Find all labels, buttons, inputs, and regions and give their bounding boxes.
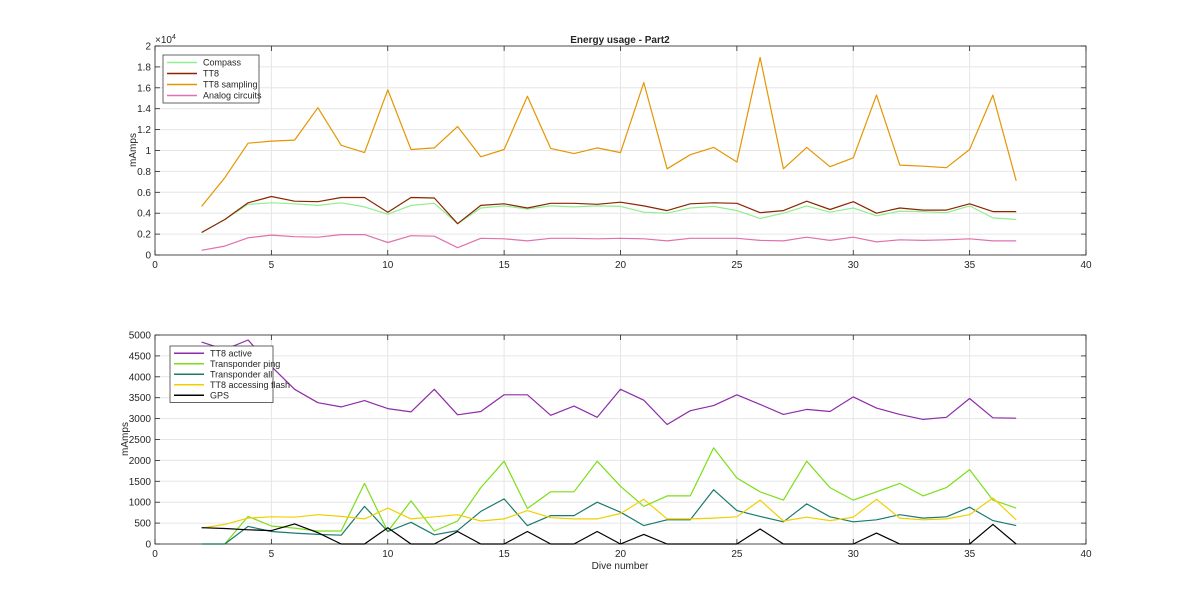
series-line-transponder-ping	[201, 447, 1017, 545]
top-y-exponent: ×104	[155, 34, 176, 46]
x-tick-label: 15	[499, 260, 511, 271]
legend-entry: TT8 accessing flash	[210, 380, 290, 390]
x-tick-label: 5	[269, 549, 275, 560]
y-tick-label: 0.2	[137, 230, 151, 241]
x-tick-label: 10	[382, 549, 394, 560]
series-line-tt8	[201, 195, 1017, 234]
x-tick-label: 40	[1080, 260, 1092, 271]
x-tick-label: 20	[615, 549, 627, 560]
y-tick-label: 1	[145, 146, 151, 157]
bottom-x-axis-label: Dive number	[592, 561, 649, 572]
legend-entry: Compass	[203, 58, 242, 68]
series-line-compass	[201, 202, 1017, 234]
y-tick-label: 4500	[129, 351, 152, 362]
series-line-analog-circuits	[201, 234, 1017, 251]
y-tick-label: 0.6	[137, 188, 151, 199]
legend-entry: TT8 sampling	[203, 80, 258, 90]
y-tick-label: 1.8	[137, 62, 151, 73]
legend-entry: TT8 active	[210, 348, 252, 358]
y-tick-label: 1.2	[137, 125, 151, 136]
series-line-tt8-active	[201, 339, 1017, 426]
legend-entry: Transponder all	[210, 369, 272, 379]
series-line-transponder-all	[201, 489, 1017, 545]
legend-entry: GPS	[210, 390, 229, 400]
y-tick-label: 0.4	[137, 209, 151, 220]
y-tick-label: 0	[145, 251, 151, 262]
legend-entry: Analog circuits	[203, 91, 262, 101]
x-tick-label: 5	[269, 260, 275, 271]
y-tick-label: 1.4	[137, 104, 151, 115]
legend-entry: Transponder ping	[210, 359, 280, 369]
y-tick-label: 2	[145, 42, 151, 53]
y-tick-label: 5000	[129, 331, 152, 342]
y-tick-label: 3000	[129, 414, 152, 425]
top-chart: Energy usage - Part2 mAmps ×104 0 5 10 15 20…	[128, 34, 1092, 271]
x-tick-label: 35	[964, 260, 976, 271]
y-tick-label: 3500	[129, 393, 152, 404]
grid	[154, 334, 1087, 545]
top-chart-title: Energy usage - Part2	[570, 35, 670, 46]
y-tick-label: 1500	[129, 477, 152, 488]
top-y-axis-label: mAmps	[128, 133, 139, 167]
y-tick-label: 0	[145, 540, 151, 551]
x-tick-label: 15	[499, 549, 511, 560]
legend-entry: TT8	[203, 69, 219, 79]
y-tick-label: 4000	[129, 372, 152, 383]
y-tick-label: 1.6	[137, 83, 151, 94]
x-tick-label: 30	[848, 260, 860, 271]
x-tick-label: 10	[382, 260, 394, 271]
y-tick-label: 2000	[129, 456, 152, 467]
x-tick-label: 25	[731, 260, 743, 271]
x-tick-label: 35	[964, 549, 976, 560]
y-tick-label: 2500	[129, 435, 152, 446]
bottom-y-axis-label: mAmps	[120, 422, 131, 456]
series-line-tt8-accessing-flash	[201, 497, 1017, 529]
x-tick-label: 25	[731, 549, 743, 560]
x-tick-label: 30	[848, 549, 860, 560]
y-tick-label: 1000	[129, 498, 152, 509]
series-line-gps	[201, 523, 1017, 545]
x-tick-label: 0	[152, 260, 158, 271]
series-line-tt8-sampling	[201, 56, 1017, 207]
x-tick-label: 0	[152, 549, 158, 560]
grid	[154, 45, 1087, 256]
x-tick-label: 40	[1080, 549, 1092, 560]
x-tick-label: 20	[615, 260, 627, 271]
y-tick-label: 0.8	[137, 167, 151, 178]
y-tick-label: 500	[134, 519, 151, 530]
bottom-chart: Dive number mAmps 0 5 10 15 20 25 30 35 40 0 500 10…	[120, 331, 1092, 573]
